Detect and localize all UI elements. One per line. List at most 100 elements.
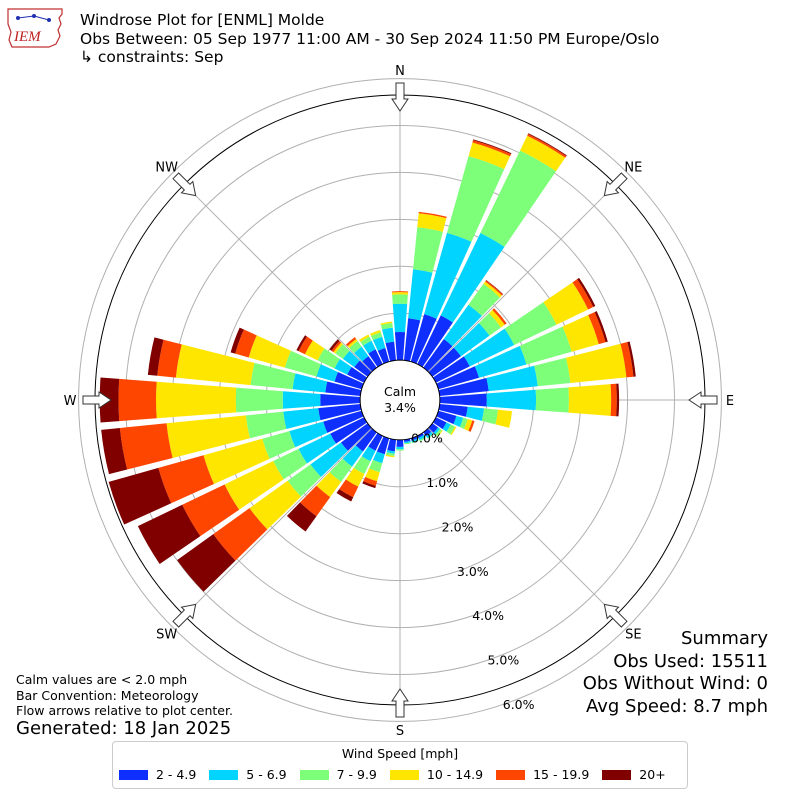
wind-bar-segment xyxy=(403,438,411,443)
wind-bar-segment xyxy=(446,424,455,435)
wind-bar-segment xyxy=(372,336,386,351)
wind-bar-segment xyxy=(404,440,411,444)
constraints-label: ↳ constraints: Sep xyxy=(80,48,224,66)
wind-bar-segment xyxy=(108,467,172,525)
wind-bar-segment xyxy=(370,329,381,336)
wind-bar-segment xyxy=(392,294,408,305)
wind-bar-segment xyxy=(568,384,612,416)
wind-bar-segment xyxy=(435,428,442,437)
flow-arrow-shape xyxy=(172,172,197,197)
wind-bar-segment xyxy=(527,134,567,158)
wind-bar-segment xyxy=(284,350,321,377)
grid-spoke xyxy=(183,427,373,617)
wind-bar-segment xyxy=(331,341,342,353)
wind-bar-segment xyxy=(361,446,376,462)
wind-bar-segment xyxy=(335,344,350,359)
wind-bar-segment xyxy=(334,359,352,375)
compass-label-se: SE xyxy=(625,627,641,642)
calm-percent: 3.4% xyxy=(384,400,416,415)
wind-bar-segment xyxy=(486,389,537,411)
flow-arrow-shape xyxy=(391,688,409,718)
wind-bar-segment xyxy=(235,329,257,358)
wind-bar-segment xyxy=(519,326,572,365)
wind-bar-segment xyxy=(360,336,372,346)
wind-bar-segment xyxy=(424,232,472,319)
compass-label-n: N xyxy=(395,64,405,79)
wind-bar-segment xyxy=(230,327,244,354)
wind-bar-segment xyxy=(418,434,426,441)
legend-label: 15 - 19.9 xyxy=(533,767,590,782)
wind-bar-segment xyxy=(362,356,377,372)
wind-bar-segment xyxy=(333,342,343,354)
flow-arrow-shape xyxy=(172,603,197,628)
legend-title: Wind Speed [mph] xyxy=(341,746,459,761)
wind-bar-segment xyxy=(340,423,372,451)
wind-bar-segment xyxy=(396,449,404,451)
wind-bar-segment xyxy=(520,135,566,172)
wind-bar-segment xyxy=(380,322,393,330)
wind-bar-segment xyxy=(410,436,418,441)
legend-swatch xyxy=(602,769,632,780)
wind-bar-segment xyxy=(298,433,337,464)
wind-bar-segment xyxy=(282,391,321,409)
wind-bar-segment xyxy=(427,433,434,439)
wind-bar-segment xyxy=(417,213,447,232)
obs-without-wind: Obs Without Wind: 0 xyxy=(582,673,768,694)
wind-bar-segment xyxy=(481,408,499,425)
wind-bar-segment xyxy=(318,403,362,421)
legend-label: 2 - 4.9 xyxy=(156,767,197,782)
legend: Wind Speed [mph] 2 - 4.9 5 - 6.9 7 - 9.9 10… xyxy=(112,741,688,789)
wind-bar-segment xyxy=(403,318,421,362)
wind-bar-segment xyxy=(365,468,380,482)
wind-bar-segment xyxy=(410,314,437,364)
wind-bar-segment xyxy=(492,308,507,325)
wind-bar-segment xyxy=(336,489,354,502)
wind-bar-segment xyxy=(300,485,331,517)
flow-arrow-shape xyxy=(603,603,628,628)
wind-bar-segment xyxy=(413,227,443,273)
wind-bar-segment xyxy=(432,417,447,430)
wind-bar-segment xyxy=(359,334,370,342)
wind-bar-segment xyxy=(347,366,368,383)
wind-bar-segment xyxy=(411,438,419,443)
radial-tick-label: 5.0% xyxy=(487,653,519,668)
wind-bar-segment xyxy=(463,328,515,367)
wind-bar-segment xyxy=(175,344,255,386)
wind-bar-segment xyxy=(371,332,383,341)
wind-bar-segment xyxy=(347,339,358,348)
wind-bar-segment xyxy=(119,423,173,470)
wind-bar-segment xyxy=(377,348,390,364)
wind-bar-segment xyxy=(464,419,473,431)
grid-spoke xyxy=(427,427,617,617)
wind-bar-segment xyxy=(428,347,461,377)
wind-bar-segment xyxy=(320,394,361,406)
wind-bar-segment xyxy=(432,356,470,383)
wind-bar-segment xyxy=(376,436,390,455)
wind-bar-segment xyxy=(534,357,571,387)
wind-bar-segment xyxy=(329,458,353,482)
legend-item: 10 - 14.9 xyxy=(389,767,484,782)
wind-bar-segment xyxy=(562,315,599,352)
calm-note: Calm values are < 2.0 mph xyxy=(16,672,188,687)
wind-bar-segment xyxy=(392,303,408,333)
wind-bar-segment xyxy=(616,383,620,417)
wind-bar-segment xyxy=(468,283,500,317)
wind-bar-segment xyxy=(310,442,348,478)
wind-bar-segment xyxy=(369,459,383,473)
wind-bar-segment xyxy=(485,279,504,295)
wind-bar-segment xyxy=(436,366,480,390)
wind-bar-segment xyxy=(468,420,475,432)
wind-bar-segment xyxy=(404,442,412,445)
legend-label: 10 - 14.9 xyxy=(426,767,484,782)
wind-bar-segment xyxy=(423,339,453,372)
wind-bar-segment xyxy=(385,341,397,362)
wind-bar-segment xyxy=(345,467,365,487)
flow-arrow-shape xyxy=(688,391,718,409)
wind-bar-segment xyxy=(354,360,372,377)
wind-bars xyxy=(99,133,636,592)
wind-bar-segment xyxy=(330,417,368,444)
wind-bar-segment xyxy=(245,411,287,439)
wind-bar-segment xyxy=(386,452,395,457)
